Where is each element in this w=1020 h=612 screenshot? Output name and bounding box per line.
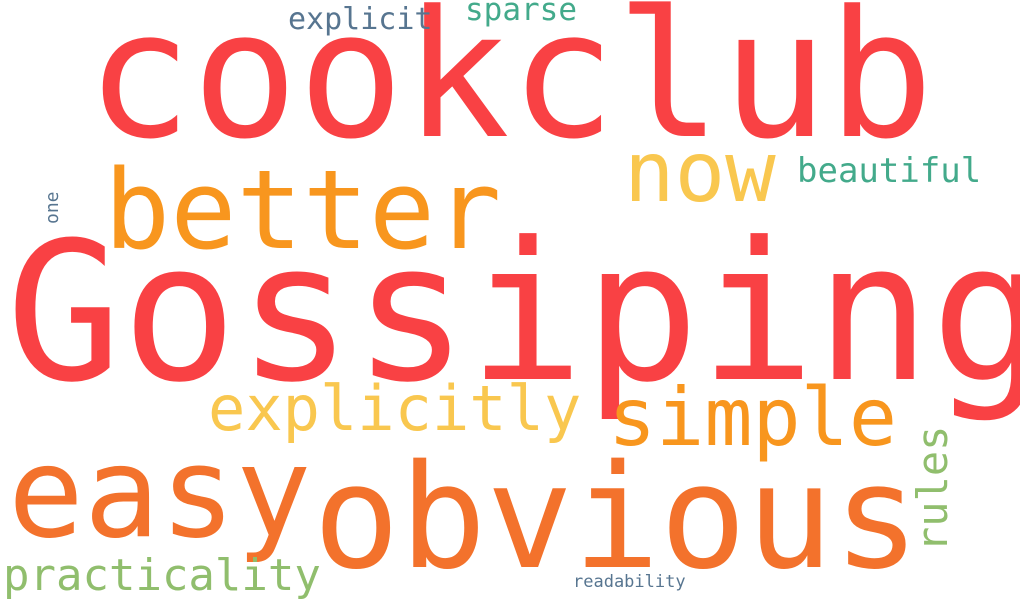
word-obvious: obvious	[313, 433, 920, 601]
word-simple: simple	[608, 371, 897, 464]
word-easy: easy	[8, 419, 312, 566]
word-explicit: explicit	[288, 2, 433, 37]
word-beautiful: beautiful	[797, 151, 982, 191]
word-explicitly: explicitly	[208, 372, 582, 445]
word-now: now	[624, 123, 776, 221]
word-rules: rules	[908, 425, 957, 552]
word-better: better	[104, 146, 502, 274]
word-readability: readability	[573, 572, 686, 592]
word-one: one	[42, 191, 63, 224]
word-cookclub: cookclub	[86, 0, 934, 178]
word-gossiping: Gossiping	[6, 202, 1020, 425]
word-sparse: sparse	[465, 0, 577, 28]
word-practicality: practicality	[3, 550, 321, 601]
